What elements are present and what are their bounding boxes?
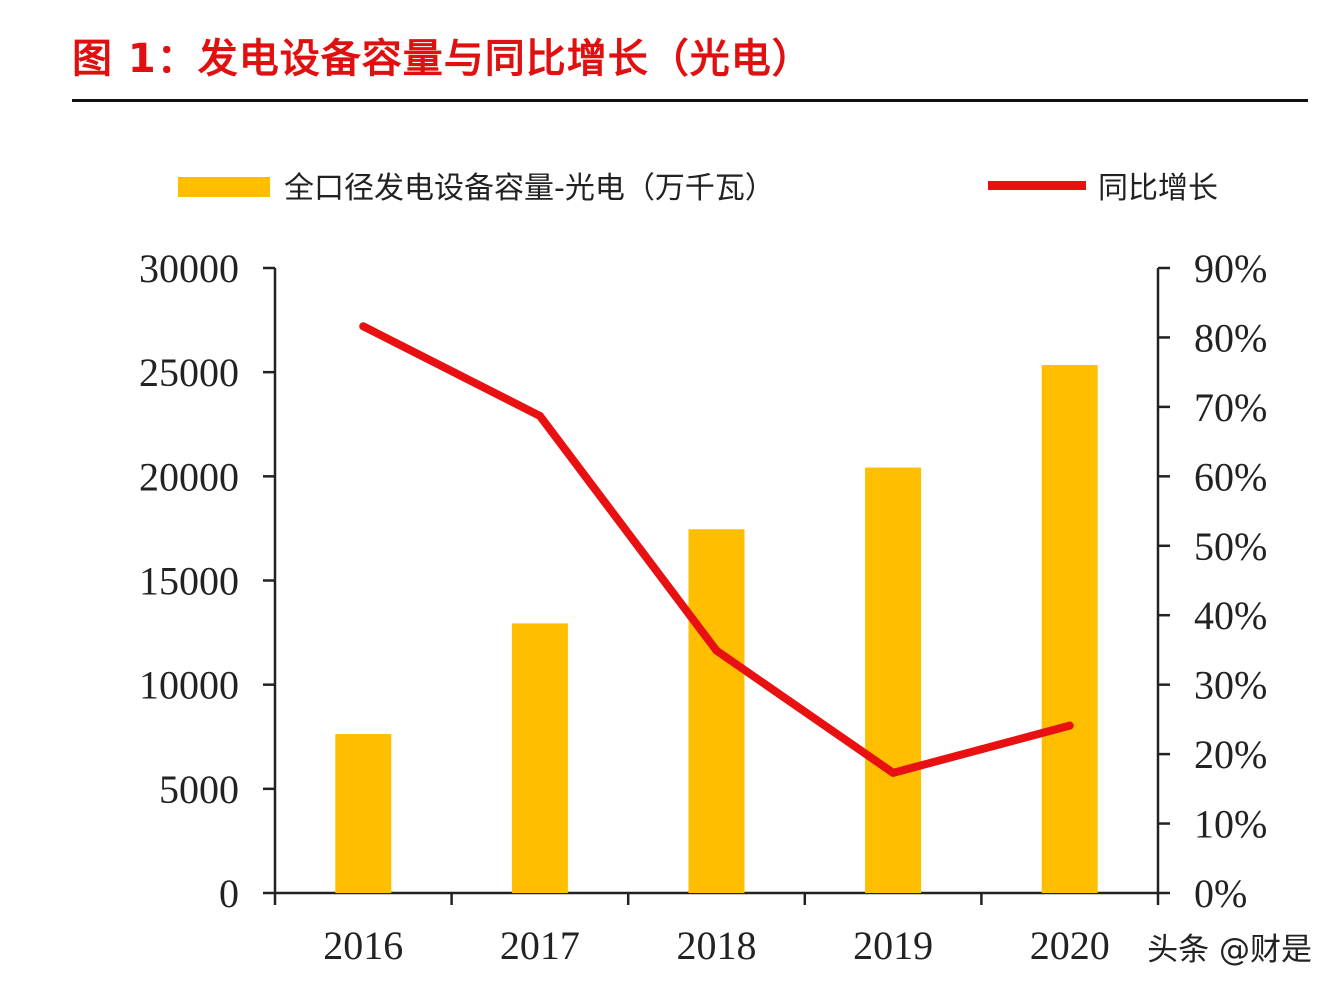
left-axis-tick-label: 25000 <box>139 350 239 395</box>
legend-label-line: 同比增长 <box>1098 171 1218 206</box>
left-axis-tick-label: 30000 <box>139 246 239 291</box>
line-point <box>712 646 721 655</box>
right-axis-tick-label: 60% <box>1194 454 1267 499</box>
right-axis-tick-label: 30% <box>1194 663 1267 708</box>
left-axis-tick-label: 0 <box>219 871 239 916</box>
x-axis-tick-label: 2020 <box>1030 923 1110 968</box>
line-point <box>1065 721 1074 730</box>
line-point <box>889 768 898 777</box>
legend: 全口径发电设备容量-光电（万千瓦） 同比增长 <box>178 171 1218 206</box>
x-axis-tick-label: 2016 <box>323 923 403 968</box>
bar <box>335 734 392 893</box>
legend-label-bar: 全口径发电设备容量-光电（万千瓦） <box>284 171 775 206</box>
x-axis-tick-label: 2017 <box>500 923 580 968</box>
right-axis-tick-label: 80% <box>1194 315 1267 360</box>
bar <box>511 623 568 893</box>
left-axis-tick-label: 5000 <box>159 767 239 812</box>
bar <box>1041 365 1098 893</box>
right-axis-tick-label: 50% <box>1194 524 1267 569</box>
right-axis-tick-label: 90% <box>1194 246 1267 291</box>
line-series <box>359 322 1074 777</box>
line-point <box>359 322 368 331</box>
bar <box>865 467 922 893</box>
axes: 0 5000 10000 15000 20000 25000 30000 0% 10% 20% 30… <box>139 246 1267 968</box>
x-axis-tick-label: 2018 <box>677 923 757 968</box>
line-point <box>535 411 544 420</box>
legend-swatch-bar <box>178 177 270 197</box>
left-axis-tick-label: 10000 <box>139 663 239 708</box>
title-divider <box>72 99 1308 102</box>
right-axis-tick-label: 20% <box>1194 732 1267 777</box>
x-axis-tick-label: 2019 <box>853 923 933 968</box>
left-axis-tick-label: 20000 <box>139 454 239 499</box>
watermark: 头条 @财是 <box>1147 932 1312 968</box>
right-axis-tick-label: 10% <box>1194 802 1267 847</box>
right-axis-tick-label: 70% <box>1194 385 1267 430</box>
left-axis-tick-label: 15000 <box>139 559 239 604</box>
right-axis-tick-label: 0% <box>1194 871 1247 916</box>
bar-series <box>335 365 1098 893</box>
chart-title: 图 1：发电设备容量与同比增长（光电） <box>72 36 813 82</box>
right-axis-tick-label: 40% <box>1194 593 1267 638</box>
legend-swatch-line <box>988 181 1086 190</box>
bar <box>688 529 745 893</box>
